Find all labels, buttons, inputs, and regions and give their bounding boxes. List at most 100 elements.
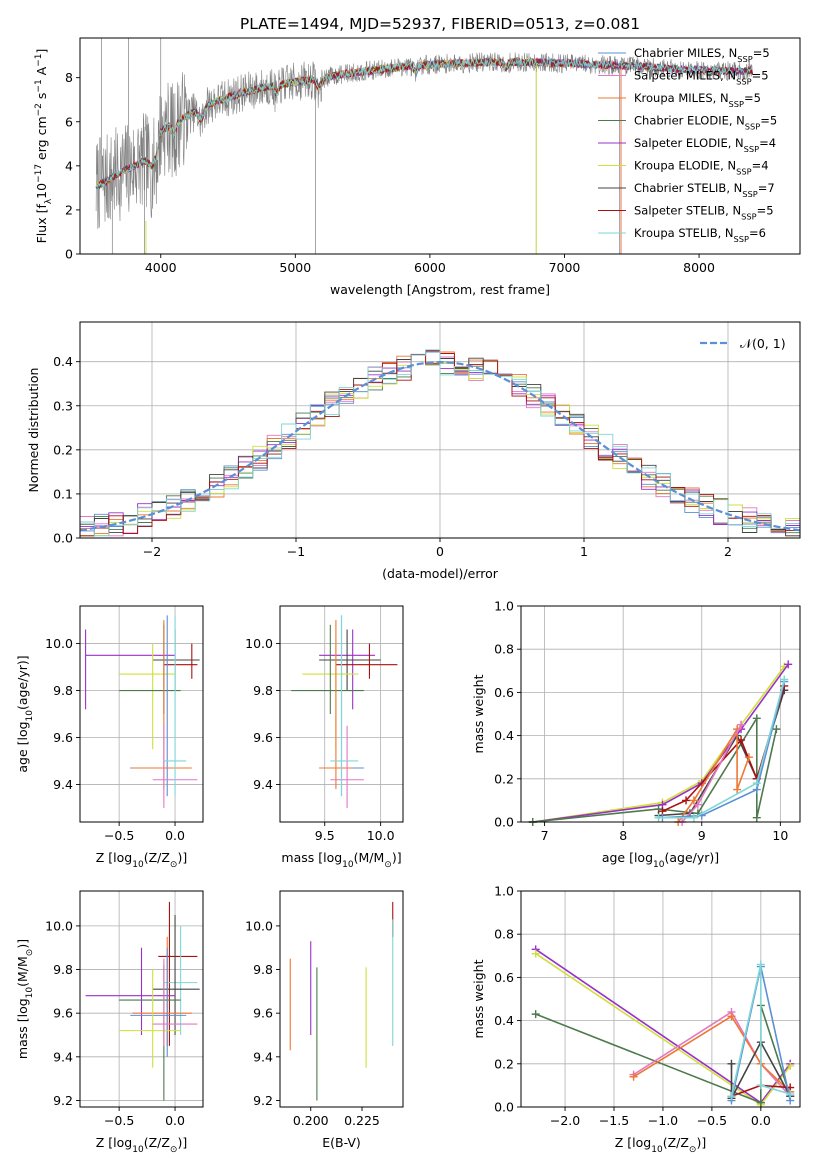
y-tick-label: 9.4 (53, 777, 73, 792)
y-axis-label: Normed distribution (26, 368, 41, 493)
label-part: Z [log (615, 1135, 651, 1150)
label-part: mass [log (281, 850, 342, 865)
label-part: Salpeter ELODIE, N (634, 136, 744, 150)
legend-entry: Salpeter ELODIE, NSSP=4 (634, 136, 776, 154)
weight-marker (786, 1090, 795, 1099)
label-part: A (34, 66, 49, 79)
weight-marker (772, 725, 781, 734)
weight-marker (531, 1010, 540, 1019)
label-part: =5 (760, 114, 777, 128)
label-part: Kroupa ELODIE, N (634, 159, 736, 173)
y-tick-label: 0.0 (53, 531, 73, 546)
x-tick-label: 10.0 (367, 828, 395, 843)
label-part: Kroupa STELIB, N (634, 226, 734, 240)
x-tick-label: 9 (698, 828, 706, 843)
legend-entry: Chabrier MILES, NSSP=5 (634, 46, 770, 64)
x-tick-label: −0.5 (104, 828, 134, 843)
y-tick-label: 1.0 (494, 884, 514, 899)
label-part: ⊙ (25, 949, 35, 957)
x-axis-label: mass [log10(M/M⊙)] (281, 850, 401, 870)
z-weight-plot (531, 945, 795, 1109)
model-spectrum-kroupa-stelib (95, 56, 753, 189)
x-axis-label: Z [log10(Z/Z⊙)] (96, 850, 187, 870)
weight-line-chabrier-stelib (730, 1040, 791, 1099)
x-tick-label: −1.5 (599, 1113, 629, 1128)
x-tick-label: 0 (436, 544, 444, 559)
x-axis-label: E(B-V) (322, 1135, 361, 1150)
axes-frame (79, 890, 204, 1108)
x-tick-label: 7000 (549, 260, 581, 275)
label-part: 10 (132, 860, 144, 870)
x-axis-label: Z [log10(Z/Z⊙)] (96, 1135, 187, 1155)
label-part: =5 (752, 69, 769, 83)
y-tick-label: 9.8 (253, 683, 273, 698)
y-axis-label: Flux [fλ10−17 erg cm−2 s−1 A−1] (34, 49, 54, 244)
legend-entry: Chabrier STELIB, NSSP=7 (634, 181, 775, 199)
weight-marker (689, 813, 698, 822)
weight-marker (756, 960, 765, 969)
weight-marker (780, 675, 789, 684)
label-part: −2 (34, 103, 44, 116)
y-tick-label: 9.6 (253, 730, 273, 745)
label-part: =4 (752, 159, 769, 173)
x-tick-label: 0.0 (165, 1113, 185, 1128)
label-part: Chabrier MILES, N (634, 46, 737, 60)
label-part: SSP (736, 77, 751, 87)
label-part: (Z/Z (144, 850, 170, 865)
label-part: SSP (742, 189, 757, 199)
spectrum-plot (95, 38, 754, 254)
weight-marker (744, 753, 753, 762)
label-part: SSP (729, 99, 744, 109)
x-tick-label: 2 (724, 544, 732, 559)
label-part: −1 (34, 54, 44, 67)
label-part: =5 (744, 91, 761, 105)
x-tick-label: 10 (772, 828, 788, 843)
label-part: 10 (25, 987, 35, 999)
residual-plot (80, 349, 800, 537)
y-tick-label: 0.2 (53, 442, 73, 457)
x-tick-label: 6000 (414, 260, 446, 275)
y-tick-label: 0.0 (494, 815, 514, 830)
label-part: ⊙ (170, 860, 178, 870)
x-tick-label: 1 (580, 544, 588, 559)
label-part: 10 (342, 860, 354, 870)
x-axis-label: wavelength [Angstrom, rest frame] (330, 282, 550, 297)
y-tick-label: 10.0 (45, 918, 73, 933)
data-layer (80, 38, 800, 1109)
label-part: s (34, 93, 49, 104)
y-tick-label: 9.2 (53, 1093, 73, 1108)
label-part: age [log (15, 721, 30, 772)
weight-line-chabrier-miles (662, 681, 786, 819)
y-tick-label: 2 (65, 202, 73, 217)
text-layer: 4000 5000 6000 7000 8000 0 2 4 6 8 wavelength [Ang… (15, 46, 788, 1155)
legend-entry: 𝒩(0, 1) (740, 336, 786, 351)
weight-marker (654, 813, 663, 822)
label-part: Salpeter STELIB, N (634, 204, 741, 218)
weight-marker (629, 1072, 638, 1081)
label-part: −17 (34, 164, 44, 183)
y-tick-label: 0.6 (494, 970, 514, 985)
y-tick-label: 0.0 (494, 1100, 514, 1115)
x-tick-label: −0.5 (697, 1113, 727, 1128)
x-tick-label: 0.200 (293, 1113, 329, 1128)
weight-marker (531, 949, 540, 958)
label-part: ] (34, 49, 49, 54)
y-tick-label: 9.8 (53, 683, 73, 698)
y-axis-label: age [log10(age/yr)] (15, 655, 35, 772)
y-tick-label: 9.6 (53, 730, 73, 745)
axes-frame (279, 890, 404, 1108)
legend-entry: Kroupa ELODIE, NSSP=4 (634, 159, 769, 177)
weight-marker (752, 714, 761, 723)
label-part: )] (392, 850, 402, 865)
label-part: (age/yr)] (664, 850, 719, 865)
label-part: =6 (749, 226, 766, 240)
y-tick-label: 10.0 (45, 636, 73, 651)
label-part: SSP (744, 144, 759, 154)
y-axis-label: mass weight (471, 674, 486, 753)
label-part: Z [log (96, 1135, 132, 1150)
x-tick-label: 0.0 (751, 1113, 771, 1128)
label-part: 10 (34, 183, 49, 199)
weight-marker (693, 800, 702, 809)
legend-entry: Kroupa MILES, NSSP=5 (634, 91, 761, 109)
z-mass-plot (85, 901, 200, 1101)
